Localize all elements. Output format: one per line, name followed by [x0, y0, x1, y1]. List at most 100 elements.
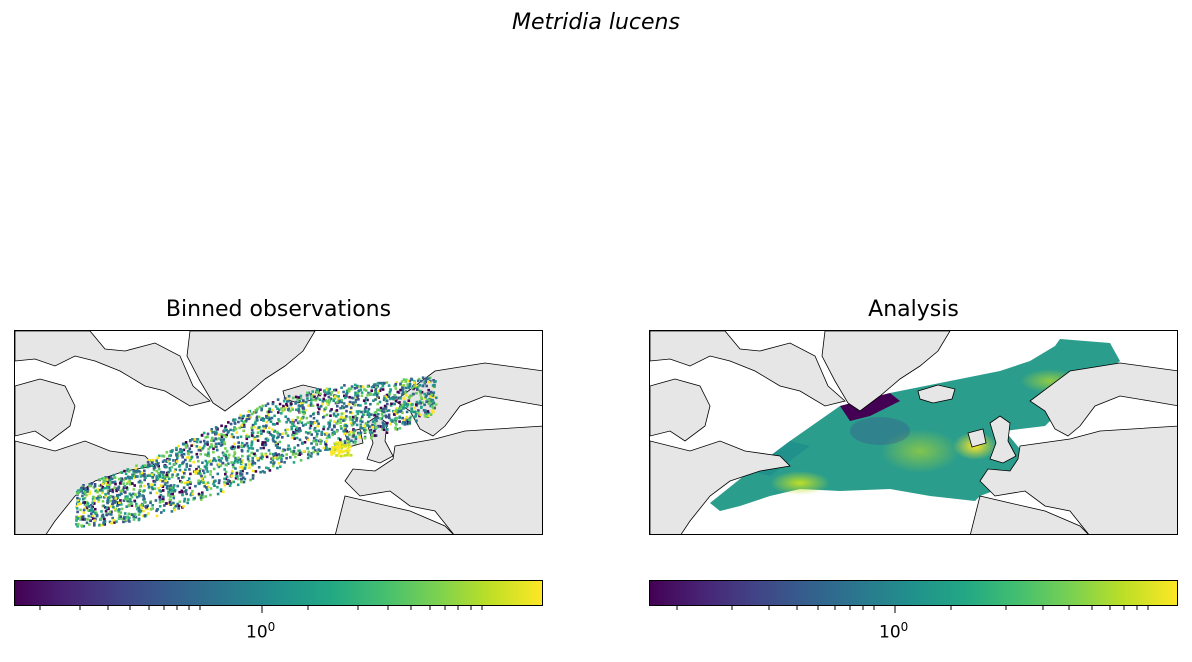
observation-cell	[171, 473, 174, 477]
observation-cell	[155, 509, 158, 513]
observation-cell	[355, 423, 359, 427]
observation-cell	[294, 402, 297, 405]
observation-cell	[423, 382, 427, 385]
observation-cell	[363, 428, 366, 432]
observation-cell	[292, 451, 295, 454]
observation-cell	[170, 488, 174, 491]
observation-cell	[393, 394, 397, 397]
observation-cell	[197, 448, 201, 452]
observation-cell	[254, 470, 258, 473]
observation-cell	[163, 459, 166, 462]
observation-cell	[277, 418, 280, 421]
observation-cell	[195, 445, 199, 448]
observation-cell	[430, 409, 434, 412]
observation-cell	[135, 469, 139, 473]
observation-cell	[312, 450, 315, 454]
observation-cell	[86, 502, 90, 505]
observation-cell	[283, 461, 286, 464]
observation-cell	[216, 485, 219, 489]
observation-cell	[246, 455, 250, 458]
observation-cell	[401, 386, 404, 389]
observation-cell	[201, 446, 205, 450]
observation-cell	[309, 399, 313, 402]
observation-cell	[220, 443, 224, 446]
observation-cell	[304, 436, 308, 439]
observation-cell	[285, 456, 288, 460]
observation-cell	[346, 451, 350, 455]
observation-cell	[199, 468, 202, 471]
observation-cell	[229, 428, 232, 432]
observation-cell	[302, 407, 306, 411]
observation-cell	[118, 514, 121, 517]
observation-cell	[215, 427, 218, 430]
observation-cell	[219, 438, 223, 441]
observation-cell	[209, 459, 212, 463]
observation-cell	[331, 451, 334, 454]
observation-cell	[83, 491, 87, 494]
observation-cell	[353, 383, 357, 387]
observation-cell	[188, 459, 192, 463]
observation-cell	[344, 428, 347, 431]
observation-cell	[227, 478, 230, 482]
observation-cell	[249, 446, 252, 450]
observation-cell	[354, 437, 358, 440]
observation-cell	[90, 507, 93, 510]
observation-cell	[395, 381, 398, 384]
observation-cell	[125, 486, 128, 489]
observation-cell	[405, 402, 408, 406]
observation-cell	[199, 449, 202, 452]
observation-cell	[405, 405, 409, 408]
observation-cell	[143, 478, 146, 482]
observation-cell	[370, 413, 373, 416]
observation-cell	[308, 426, 312, 430]
observation-cell	[91, 517, 95, 520]
observation-cell	[278, 440, 282, 444]
observation-cell	[329, 409, 332, 413]
observation-cell	[173, 489, 176, 493]
observation-cell	[273, 414, 276, 418]
observation-cell	[157, 467, 161, 471]
observation-cell	[386, 421, 389, 425]
observation-cell	[392, 402, 395, 406]
observation-cell	[202, 469, 205, 472]
observation-cell	[278, 420, 281, 423]
observation-cell	[340, 398, 343, 402]
observation-cell	[402, 384, 406, 387]
observation-cell	[241, 469, 244, 473]
observation-cell	[256, 457, 259, 460]
observation-cell	[317, 429, 320, 433]
observation-cell	[224, 447, 227, 450]
observation-cell	[248, 454, 251, 457]
observation-cell	[250, 451, 253, 455]
observation-cell	[373, 413, 376, 417]
observation-cell	[104, 476, 107, 479]
panel-title-analysis: Analysis	[868, 297, 959, 322]
observation-cell	[324, 392, 327, 396]
observation-cell	[244, 463, 248, 466]
observation-cell	[132, 492, 135, 496]
observation-cell	[349, 387, 353, 391]
observation-cell	[311, 390, 314, 393]
observation-cell	[98, 478, 102, 481]
observation-cell	[93, 496, 97, 499]
observation-cell	[345, 429, 349, 433]
observation-cell	[232, 429, 235, 432]
observation-cell	[262, 419, 265, 422]
observation-cell	[159, 493, 163, 497]
observation-cell	[386, 402, 389, 406]
observation-cell	[294, 430, 297, 434]
observation-cell	[88, 492, 91, 495]
observation-cell	[376, 389, 380, 393]
observation-cell	[393, 418, 396, 421]
observation-cell	[125, 482, 129, 485]
observation-cell	[113, 480, 117, 484]
observation-cell	[191, 492, 195, 496]
observation-cell	[295, 436, 299, 440]
observation-cell	[276, 466, 279, 470]
observation-cell	[81, 515, 85, 518]
observation-cell	[86, 488, 90, 492]
observation-cell	[126, 515, 129, 518]
observation-cell	[318, 407, 321, 411]
observation-cell	[167, 477, 171, 481]
observation-cell	[236, 477, 240, 481]
